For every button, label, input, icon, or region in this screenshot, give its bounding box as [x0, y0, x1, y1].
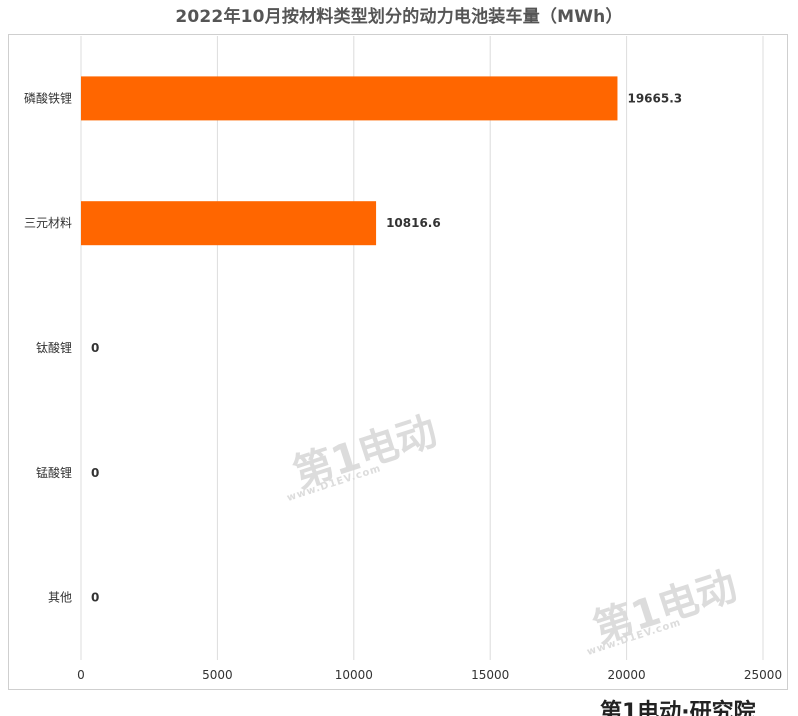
category-label: 钛酸锂 [36, 340, 72, 355]
bar [81, 76, 618, 121]
data-label: 0 [91, 591, 99, 605]
data-label: 10816.6 [386, 216, 441, 230]
x-tick-label: 10000 [335, 668, 373, 682]
footer-logo: 第1电动·研究院 [600, 700, 756, 716]
category-label: 三元材料 [24, 216, 72, 230]
category-label: 其他 [48, 591, 72, 605]
bar [81, 201, 377, 246]
x-tick-label: 5000 [202, 668, 233, 682]
chart-frame [8, 34, 788, 690]
x-tick-label: 15000 [471, 668, 509, 682]
data-label: 0 [91, 466, 99, 480]
x-tick-label: 20000 [608, 668, 646, 682]
x-tick-label: 0 [77, 668, 85, 682]
x-tick-label: 25000 [744, 668, 782, 682]
category-label: 磷酸铁锂 [24, 90, 72, 105]
data-label: 0 [91, 341, 99, 355]
data-label: 19665.3 [627, 91, 682, 105]
category-label: 锰酸锂 [36, 465, 72, 480]
chart-title: 2022年10月按材料类型划分的动力电池装车量（MWh） [175, 7, 623, 27]
